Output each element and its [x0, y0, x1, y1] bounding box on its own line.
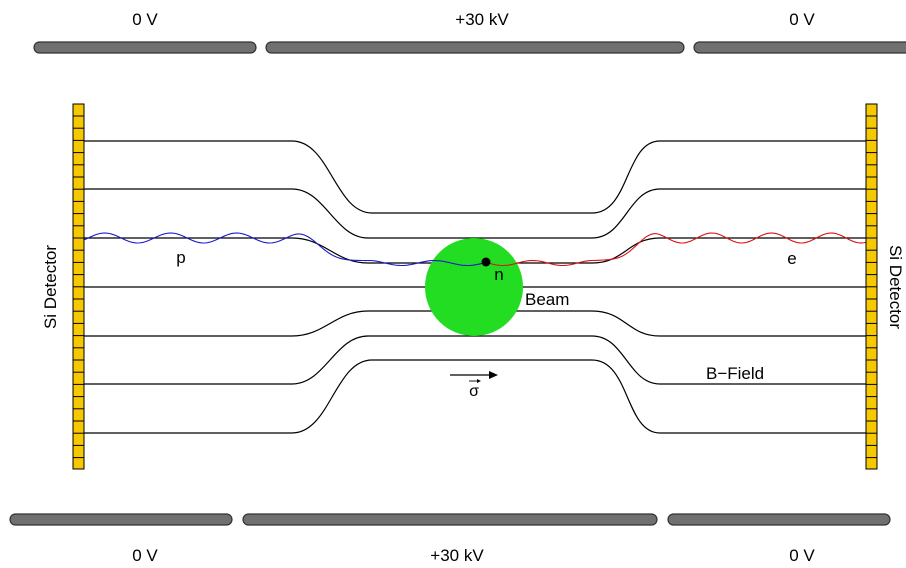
spin-vector: σ	[450, 371, 498, 400]
field-line	[84, 188, 866, 239]
neutron-decay-point	[481, 257, 491, 267]
field-line	[84, 140, 866, 214]
top-right-electrode	[693, 41, 906, 54]
b-field-label: B−Field	[706, 364, 764, 383]
electron-label: e	[787, 249, 796, 268]
top-left-electrode	[33, 41, 257, 54]
right-detector-segments	[866, 115, 877, 459]
bottom-left-voltage: 0 V	[132, 546, 158, 565]
proton-label: p	[176, 248, 185, 267]
electron-track	[487, 232, 867, 267]
left-detector-segments	[73, 115, 84, 459]
beam-circle	[425, 238, 523, 336]
spin-arrow-head	[489, 371, 498, 379]
left-detector	[72, 103, 85, 470]
field-line	[84, 335, 866, 385]
top-left-voltage: 0 V	[132, 10, 158, 29]
right-detector-label: Si Detector	[886, 245, 905, 329]
field-line	[84, 359, 866, 434]
bottom-right-electrode	[667, 513, 891, 526]
top-center-voltage: +30 kV	[455, 10, 509, 29]
spin-sigma-arrow-head	[477, 379, 481, 383]
bottom-center-electrode	[242, 513, 658, 526]
bottom-right-voltage: 0 V	[789, 546, 815, 565]
top-center-electrode	[265, 41, 685, 54]
proton-track	[79, 232, 485, 267]
right-detector	[865, 103, 878, 470]
bottom-center-voltage: +30 kV	[430, 546, 484, 565]
spin-sigma-label: σ	[469, 383, 479, 400]
neutron-label: n	[494, 265, 503, 284]
beam-label: Beam	[525, 290, 569, 309]
bottom-left-electrode	[9, 513, 233, 526]
left-detector-label: Si Detector	[41, 245, 60, 329]
top-right-voltage: 0 V	[789, 10, 815, 29]
